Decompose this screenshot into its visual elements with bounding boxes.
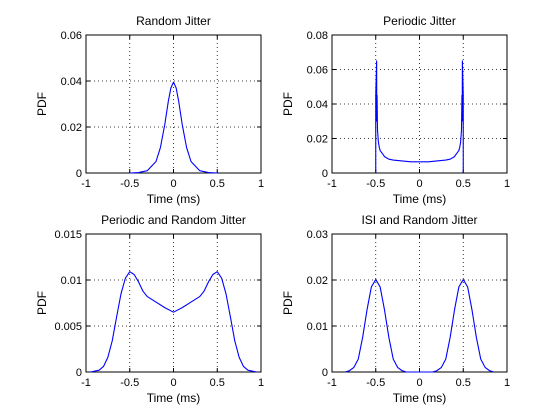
y-tick-label: 0.08 xyxy=(307,30,328,42)
series-line xyxy=(90,271,257,373)
y-tick-label: 0.02 xyxy=(61,122,82,134)
y-tick-label: 0.04 xyxy=(307,99,328,111)
x-tick-label: -1 xyxy=(327,377,337,389)
y-tick-label: 0.02 xyxy=(307,275,328,287)
x-tick-label: -0.5 xyxy=(120,178,139,190)
y-tick-label: 0.015 xyxy=(54,229,82,241)
chart-title: ISI and Random Jitter xyxy=(361,213,477,227)
x-tick-label: 1 xyxy=(504,377,510,389)
y-tick-label: 0.02 xyxy=(307,134,328,146)
x-tick-label: 0.5 xyxy=(210,178,225,190)
y-axis-label: PDF xyxy=(281,92,295,116)
x-tick-label: 1 xyxy=(258,377,264,389)
x-tick-label: 0 xyxy=(416,178,422,190)
y-tick-label: 0 xyxy=(76,168,82,180)
x-tick-label: 1 xyxy=(504,178,510,190)
y-tick-label: 0.005 xyxy=(54,321,82,333)
chart-title: Random Jitter xyxy=(136,14,211,28)
series-line xyxy=(375,60,464,173)
x-tick-label: 0.5 xyxy=(456,377,471,389)
y-tick-label: 0 xyxy=(76,367,82,379)
subplot-3: -1 -0.5 0 0.5 1 0 0.005 0.01 0.015 Periodic and R… xyxy=(35,213,264,405)
x-tick-label: -1 xyxy=(81,178,91,190)
x-tick-label: -1 xyxy=(81,377,91,389)
x-tick-label: 0.5 xyxy=(210,377,225,389)
x-tick-label: 0 xyxy=(170,377,176,389)
y-tick-label: 0 xyxy=(322,367,328,379)
x-axis-label: Time (ms) xyxy=(147,391,201,405)
y-tick-label: 0 xyxy=(322,168,328,180)
x-tick-label: 0 xyxy=(416,377,422,389)
x-axis-label: Time (ms) xyxy=(147,192,201,206)
y-tick-label: 0.04 xyxy=(61,76,82,88)
x-tick-label: -1 xyxy=(327,178,337,190)
x-tick-label: -0.5 xyxy=(366,178,385,190)
subplot-4: -1 -0.5 0 0.5 1 0 0.01 0.02 0.03 ISI and Random J… xyxy=(281,213,510,405)
y-axis-label: PDF xyxy=(35,92,49,116)
y-tick-label: 0.06 xyxy=(61,30,82,42)
chart-title: Periodic Jitter xyxy=(383,14,456,28)
series-line xyxy=(344,278,495,373)
x-tick-label: -0.5 xyxy=(366,377,385,389)
x-tick-label: 0 xyxy=(170,178,176,190)
x-axis-label: Time (ms) xyxy=(393,391,447,405)
y-tick-label: 0.01 xyxy=(61,275,82,287)
x-tick-label: -0.5 xyxy=(120,377,139,389)
x-tick-label: 1 xyxy=(258,178,264,190)
x-tick-label: 0.5 xyxy=(456,178,471,190)
y-tick-label: 0.03 xyxy=(307,229,328,241)
subplot-2: -1 -0.5 0 0.5 1 0 0.02 0.04 0.06 0.08 Periodic Jit… xyxy=(281,14,510,206)
y-axis-label: PDF xyxy=(35,291,49,315)
x-axis-label: Time (ms) xyxy=(393,192,447,206)
y-axis-label: PDF xyxy=(281,291,295,315)
subplot-1: -1 -0.5 0 0.5 1 0 0.02 0.04 0.06 Random Jitter Tim… xyxy=(35,14,264,206)
y-tick-label: 0.01 xyxy=(307,321,328,333)
series-line xyxy=(129,81,218,174)
chart-title: Periodic and Random Jitter xyxy=(101,213,246,227)
y-tick-label: 0.06 xyxy=(307,65,328,77)
